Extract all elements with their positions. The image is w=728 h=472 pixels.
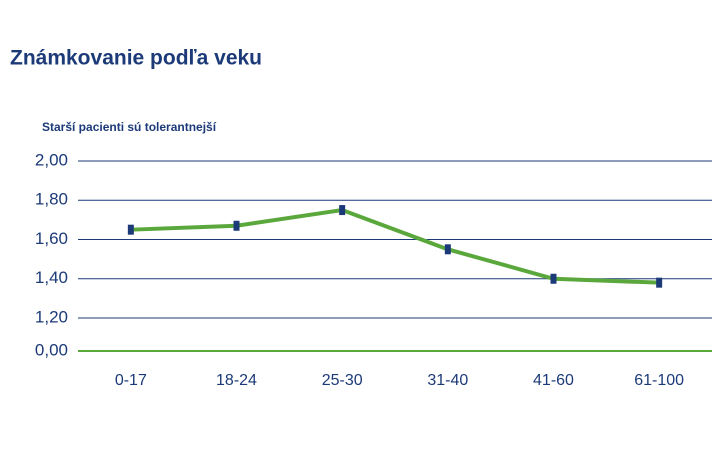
chart-title: Známkovanie podľa veku <box>10 47 262 70</box>
y-tick-label: 1,40 <box>35 268 68 287</box>
point-marker <box>656 277 663 288</box>
line <box>130 208 660 285</box>
x-tick-label: 61-100 <box>634 372 684 389</box>
point-marker <box>233 220 240 231</box>
x-tick-label: 41-60 <box>533 372 574 389</box>
y-tick-label: 0,00 <box>35 340 68 359</box>
x-tick-label: 31-40 <box>427 372 468 389</box>
y-tick-label: 1,80 <box>35 190 68 209</box>
y-tick-label: 1,60 <box>35 229 68 248</box>
y-tick-label: 2,00 <box>35 150 68 169</box>
point-marker <box>444 244 451 255</box>
chart-subtitle: Starší pacienti sú tolerantnejší <box>42 120 217 134</box>
x-tick-label: 0-17 <box>115 372 147 389</box>
point-marker <box>550 273 557 284</box>
x-tick-label: 18-24 <box>216 372 257 389</box>
y-tick-label: 1,20 <box>35 307 68 326</box>
point-marker <box>339 205 346 216</box>
x-tick-label: 25-30 <box>322 372 363 389</box>
point-marker <box>127 224 134 235</box>
